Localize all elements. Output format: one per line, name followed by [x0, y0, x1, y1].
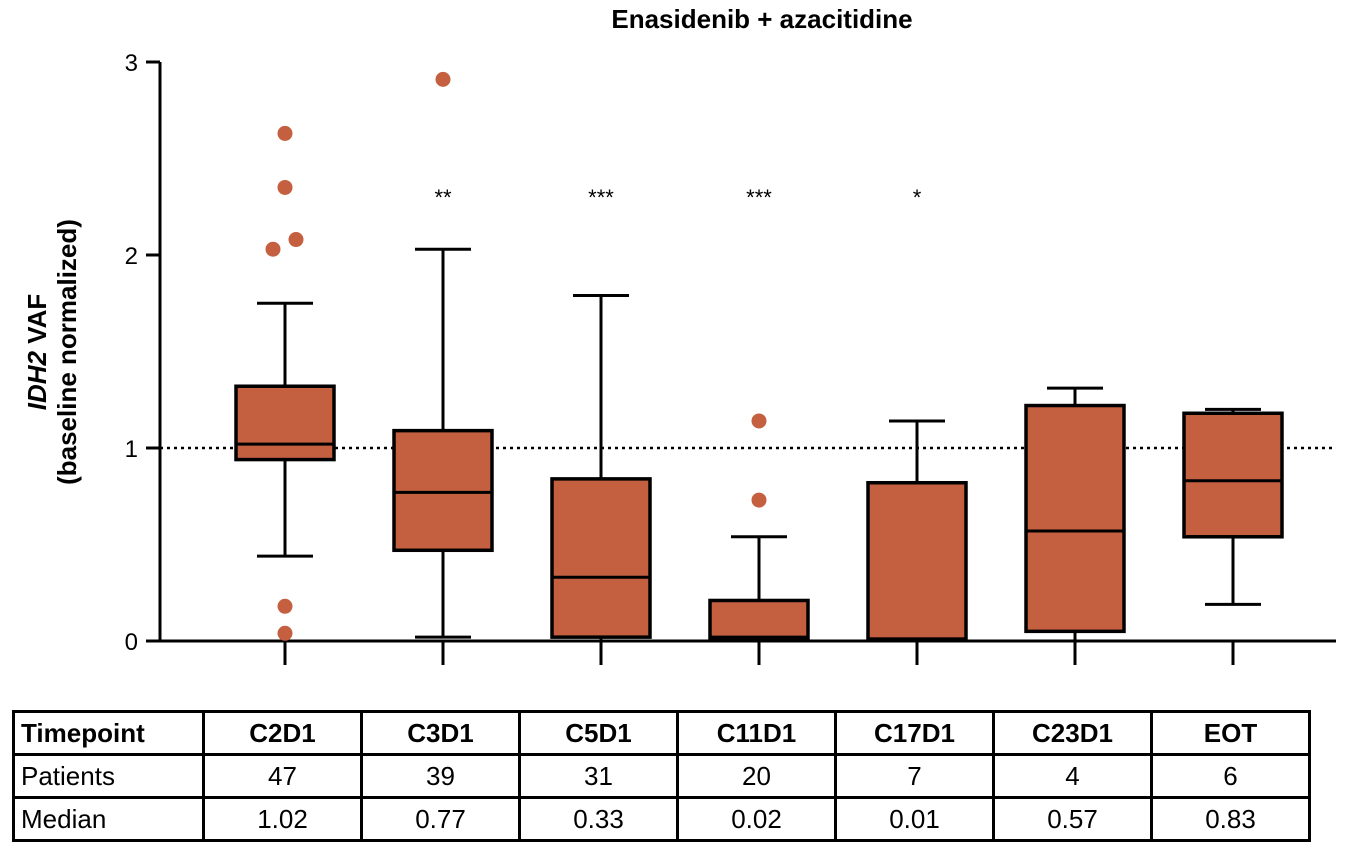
- patients-label: Patients: [12, 753, 205, 799]
- outlier-point: [288, 232, 304, 248]
- box-c3d1: **: [392, 71, 494, 639]
- outlier-point: [277, 598, 293, 614]
- significance-label: ***: [746, 185, 772, 210]
- y-axis-label-line1: IDH2 VAF: [22, 294, 52, 411]
- y-tick-label: 2: [125, 243, 138, 270]
- box-eot: [1182, 407, 1284, 606]
- timepoint-cell: C17D1: [834, 710, 995, 756]
- significance-label: ***: [588, 185, 614, 210]
- outlier-point: [277, 625, 293, 641]
- box-rect: [866, 480, 968, 641]
- box-rect: [392, 428, 494, 553]
- median-cell: 0.33: [518, 796, 679, 842]
- median-cell: 0.01: [834, 796, 995, 842]
- patients-cell: 47: [202, 753, 363, 799]
- patients-cell: 7: [834, 753, 995, 799]
- outlier-point: [277, 125, 293, 141]
- boxes-group: ** *** *** *: [234, 71, 1284, 643]
- box-plot-chart: Enasidenib + azacitidine IDH2 VAF (basel…: [22, 4, 1336, 665]
- median-cell: 0.57: [992, 796, 1153, 842]
- timepoint-cell: C5D1: [518, 710, 679, 756]
- y-axis-label: IDH2 VAF (baseline normalized): [22, 219, 82, 485]
- box-rect: [1182, 411, 1284, 539]
- median-cell: 1.02: [202, 796, 363, 842]
- y-tick-label: 0: [125, 629, 138, 656]
- timepoint-cell: C2D1: [202, 710, 363, 756]
- patients-cell: 31: [518, 753, 679, 799]
- box-c17d1: *: [866, 185, 968, 643]
- y-tick-label: 1: [125, 436, 138, 463]
- outlier-point: [751, 492, 767, 508]
- significance-label: **: [434, 185, 452, 210]
- patients-cell: 6: [1150, 753, 1311, 799]
- box-rect: [234, 384, 336, 462]
- box-rect: [550, 477, 652, 639]
- outlier-point: [277, 179, 293, 195]
- outlier-point: [751, 413, 767, 429]
- median-row: Median 1.02 0.77 0.33 0.02 0.01 0.57 0.8…: [12, 796, 1311, 842]
- significance-label: *: [913, 185, 922, 210]
- box-c11d1: ***: [708, 185, 810, 643]
- outlier-point: [265, 241, 281, 257]
- timepoint-cell: EOT: [1150, 710, 1311, 756]
- axes: 0 1 2 3: [125, 50, 1336, 665]
- timepoint-cell: C3D1: [360, 710, 521, 756]
- patients-cell: 4: [992, 753, 1153, 799]
- timepoint-cell: C11D1: [676, 710, 837, 756]
- median-cell: 0.83: [1150, 796, 1311, 842]
- y-tick-label: 3: [125, 50, 138, 77]
- box-c5d1: ***: [550, 185, 652, 643]
- summary-table: Timepoint C2D1 C3D1 C5D1 C11D1 C17D1 C23…: [12, 710, 1311, 842]
- timepoint-cell: C23D1: [992, 710, 1153, 756]
- median-label: Median: [12, 796, 205, 842]
- chart-title: Enasidenib + azacitidine: [611, 4, 912, 34]
- median-cell: 0.02: [676, 796, 837, 842]
- box-rect: [1024, 403, 1126, 634]
- box-rect: [708, 598, 810, 641]
- patients-cell: 39: [360, 753, 521, 799]
- patients-cell: 20: [676, 753, 837, 799]
- median-cell: 0.77: [360, 796, 521, 842]
- box-c2d1: [234, 125, 336, 641]
- timepoint-header: Timepoint: [12, 710, 205, 756]
- y-axis-label-line2: (baseline normalized): [52, 219, 82, 485]
- patients-row: Patients 47 39 31 20 7 4 6: [12, 753, 1311, 799]
- table-header-row: Timepoint C2D1 C3D1 C5D1 C11D1 C17D1 C23…: [12, 710, 1311, 756]
- outlier-point: [435, 71, 451, 87]
- box-c23d1: [1024, 386, 1126, 643]
